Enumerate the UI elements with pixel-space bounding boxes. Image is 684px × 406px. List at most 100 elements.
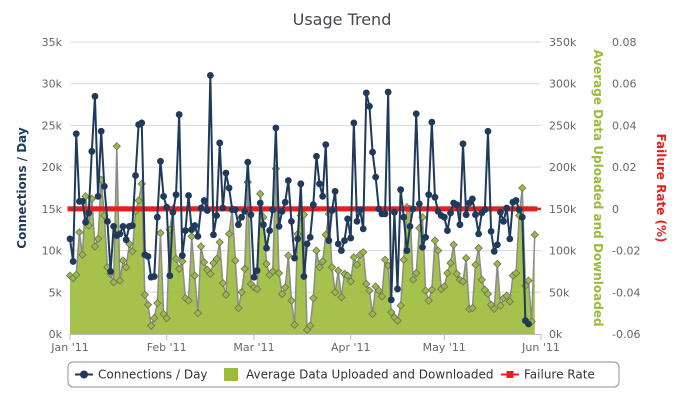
failure-rate-point[interactable] bbox=[301, 206, 307, 212]
failure-rate-point[interactable] bbox=[136, 206, 142, 212]
connections-point[interactable] bbox=[400, 213, 408, 221]
connections-point[interactable] bbox=[403, 247, 411, 254]
connections-point[interactable] bbox=[235, 221, 242, 229]
data-point-diamond[interactable] bbox=[396, 301, 405, 310]
connections-point[interactable] bbox=[506, 235, 514, 243]
connections-point[interactable] bbox=[328, 207, 336, 214]
data-point-diamond[interactable] bbox=[234, 303, 243, 313]
data-point-diamond[interactable] bbox=[430, 236, 440, 245]
connections-point[interactable] bbox=[456, 221, 464, 229]
connections-point[interactable] bbox=[406, 222, 414, 230]
data-point-diamond[interactable] bbox=[256, 189, 265, 199]
data-point-diamond[interactable] bbox=[511, 268, 521, 278]
data-point-diamond[interactable] bbox=[78, 250, 87, 259]
failure-rate-point[interactable] bbox=[104, 206, 110, 212]
connections-point[interactable] bbox=[182, 227, 189, 234]
data-point-diamond[interactable] bbox=[187, 232, 196, 241]
data-point-diamond[interactable] bbox=[393, 316, 402, 325]
data-point-diamond[interactable] bbox=[377, 292, 387, 301]
connections-point[interactable] bbox=[487, 227, 495, 235]
failure-rate-point[interactable] bbox=[83, 206, 89, 212]
connections-point[interactable] bbox=[138, 119, 146, 127]
connections-point[interactable] bbox=[425, 191, 433, 199]
failure-rate-point[interactable] bbox=[522, 206, 528, 212]
data-point-diamond[interactable] bbox=[368, 309, 377, 319]
failure-rate-point[interactable] bbox=[432, 206, 438, 212]
connections-point[interactable] bbox=[475, 230, 483, 238]
connections-point[interactable] bbox=[200, 197, 208, 204]
connections-point[interactable] bbox=[412, 110, 420, 118]
data-point-diamond[interactable] bbox=[115, 276, 125, 285]
data-point-diamond[interactable] bbox=[284, 251, 293, 260]
connections-point[interactable] bbox=[206, 71, 214, 79]
connections-point[interactable] bbox=[347, 234, 355, 242]
connections-point[interactable] bbox=[300, 273, 308, 280]
data-point-diamond[interactable] bbox=[184, 296, 193, 305]
failure-rate-point[interactable] bbox=[313, 206, 319, 212]
failure-rate-point[interactable] bbox=[338, 206, 344, 212]
data-point-diamond[interactable] bbox=[334, 266, 343, 275]
data-point-diamond[interactable] bbox=[490, 304, 499, 314]
data-point-diamond[interactable] bbox=[468, 303, 477, 313]
failure-rate-point[interactable] bbox=[282, 206, 288, 212]
connections-point[interactable] bbox=[428, 118, 436, 126]
data-point-diamond[interactable] bbox=[477, 275, 486, 284]
connections-point[interactable] bbox=[525, 320, 532, 328]
connections-point[interactable] bbox=[440, 213, 448, 221]
connections-point[interactable] bbox=[334, 240, 342, 248]
data-point-diamond[interactable] bbox=[446, 258, 455, 268]
data-point-diamond[interactable] bbox=[471, 260, 480, 269]
data-point-diamond[interactable] bbox=[171, 254, 181, 264]
connections-point[interactable] bbox=[210, 231, 217, 239]
data-point-diamond[interactable] bbox=[346, 277, 355, 286]
failure-rate-point[interactable] bbox=[254, 206, 260, 212]
data-point-diamond[interactable] bbox=[359, 248, 368, 257]
connections-point[interactable] bbox=[500, 217, 507, 225]
data-point-diamond[interactable] bbox=[421, 286, 430, 295]
failure-rate-point[interactable] bbox=[472, 206, 478, 212]
data-point-diamond[interactable] bbox=[330, 288, 340, 297]
failure-rate-point[interactable] bbox=[192, 206, 198, 212]
failure-rate-point[interactable] bbox=[114, 206, 120, 212]
connections-point[interactable] bbox=[163, 203, 171, 211]
data-point-diamond[interactable] bbox=[458, 277, 468, 286]
data-point-diamond[interactable] bbox=[193, 308, 203, 318]
connections-point[interactable] bbox=[337, 247, 345, 254]
connections-point[interactable] bbox=[269, 206, 277, 214]
failure-rate-point[interactable] bbox=[98, 206, 104, 212]
failure-rate-point[interactable] bbox=[448, 206, 454, 212]
failure-rate-point[interactable] bbox=[494, 206, 500, 212]
failure-rate-point[interactable] bbox=[395, 206, 401, 212]
data-point-diamond[interactable] bbox=[505, 297, 514, 306]
failure-rate-point[interactable] bbox=[423, 206, 429, 212]
connections-point[interactable] bbox=[384, 88, 392, 96]
failure-rate-point[interactable] bbox=[161, 206, 167, 212]
connections-point[interactable] bbox=[213, 212, 221, 219]
data-point-diamond[interactable] bbox=[162, 313, 171, 323]
data-point-diamond[interactable] bbox=[530, 230, 539, 239]
data-point-diamond[interactable] bbox=[218, 278, 228, 288]
data-point-diamond[interactable] bbox=[518, 183, 527, 193]
data-point-diamond[interactable] bbox=[112, 142, 121, 151]
failure-rate-point[interactable] bbox=[264, 206, 270, 212]
data-point-diamond[interactable] bbox=[306, 321, 315, 330]
connections-point[interactable] bbox=[284, 177, 292, 184]
connections-point[interactable] bbox=[66, 235, 74, 243]
connections-point[interactable] bbox=[144, 253, 152, 260]
connections-point[interactable] bbox=[503, 204, 511, 212]
connections-point[interactable] bbox=[518, 213, 526, 221]
data-point-diamond[interactable] bbox=[408, 275, 418, 284]
failure-rate-point[interactable] bbox=[320, 206, 326, 212]
data-point-diamond[interactable] bbox=[312, 246, 321, 255]
connections-point[interactable] bbox=[85, 209, 93, 217]
connections-point[interactable] bbox=[294, 235, 302, 243]
data-point-diamond[interactable] bbox=[156, 228, 165, 238]
data-point-diamond[interactable] bbox=[121, 263, 131, 272]
failure-rate-point[interactable] bbox=[145, 206, 151, 212]
data-point-diamond[interactable] bbox=[178, 257, 187, 266]
connections-point[interactable] bbox=[216, 139, 224, 147]
connections-point[interactable] bbox=[381, 210, 389, 218]
failure-rate-point[interactable] bbox=[404, 206, 410, 212]
connections-point[interactable] bbox=[104, 217, 111, 225]
failure-rate-point[interactable] bbox=[182, 206, 188, 212]
